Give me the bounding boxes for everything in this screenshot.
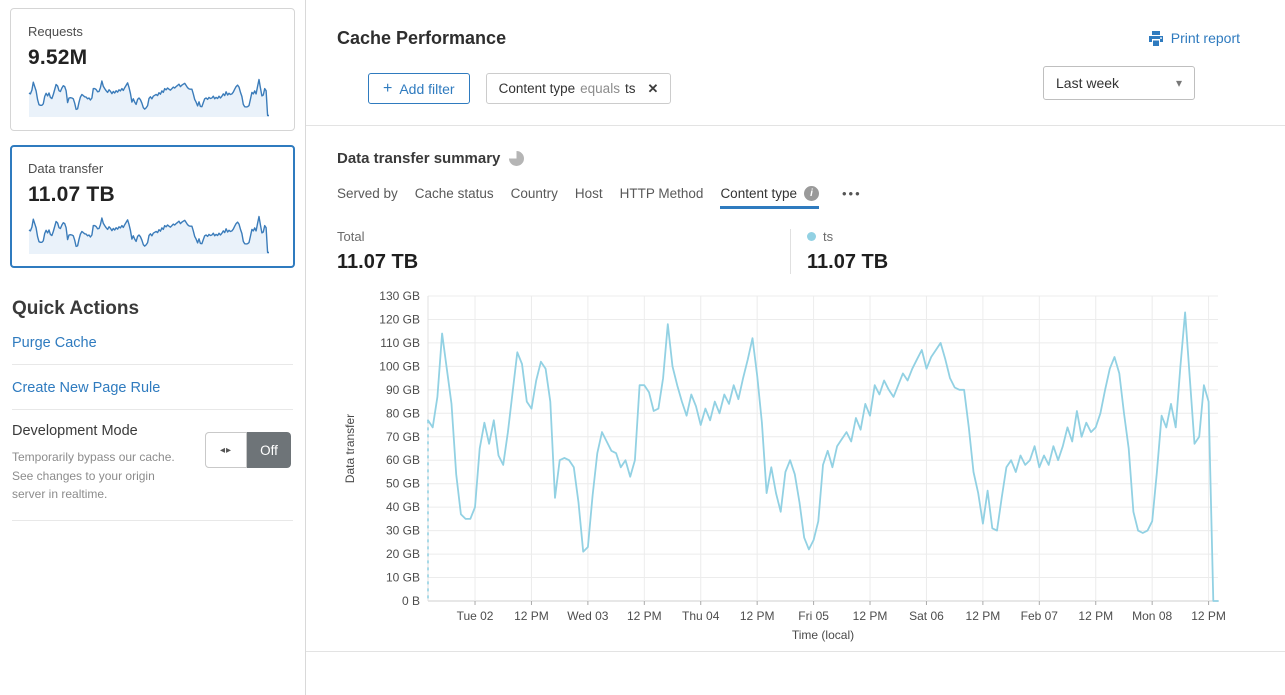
data-transfer-sparkline-chart bbox=[28, 215, 269, 254]
x-tick-label: 12 PM bbox=[627, 609, 662, 623]
y-tick-label: 50 GB bbox=[386, 477, 420, 491]
x-tick-label: 12 PM bbox=[1078, 609, 1113, 623]
header-divider bbox=[306, 125, 1285, 126]
analytics-sidebar: Requests 9.52M Data transfer 11.07 TB Qu… bbox=[0, 0, 306, 695]
add-filter-button[interactable]: + Add filter bbox=[368, 73, 470, 104]
data-transfer-line-chart: 0 B 10 GB 20 GB 30 GB 40 GB 50 GB 60 GB 70 GB 80… bbox=[343, 289, 1226, 642]
bottom-divider bbox=[306, 651, 1285, 652]
data-transfer-card-value: 11.07 TB bbox=[28, 183, 115, 206]
print-report-label: Print report bbox=[1170, 30, 1240, 46]
x-tick-label: 12 PM bbox=[514, 609, 549, 623]
y-tick-label: 20 GB bbox=[386, 547, 420, 561]
dimension-tabs: Served by Cache status Country Host HTTP Met… bbox=[337, 186, 1240, 209]
development-mode-toggle[interactable]: ◂▸ Off bbox=[205, 432, 291, 468]
stats-row: Total 11.07 TB ts 11.07 TB bbox=[337, 229, 1240, 274]
filter-value: ts bbox=[624, 81, 636, 96]
x-tick-label: Feb 07 bbox=[1021, 609, 1059, 623]
y-tick-label: 60 GB bbox=[386, 453, 420, 467]
x-axis-label: Time (local) bbox=[792, 628, 854, 642]
remove-filter-icon[interactable]: ✕ bbox=[647, 80, 659, 96]
tab-label: HTTP Method bbox=[619, 186, 704, 201]
ts-series-line bbox=[427, 311, 1219, 602]
requests-metric-card[interactable]: Requests 9.52M bbox=[10, 8, 295, 131]
y-tick-label: 40 GB bbox=[386, 500, 420, 514]
x-tick-label: Mon 08 bbox=[1132, 609, 1172, 623]
page-title: Cache Performance bbox=[337, 28, 507, 48]
time-range-value: Last week bbox=[1056, 75, 1120, 91]
y-tick-label: 110 GB bbox=[380, 336, 420, 350]
tab-host[interactable]: Host bbox=[575, 186, 603, 209]
content-type-filter-pill: Content type equals ts ✕ bbox=[485, 73, 672, 104]
development-mode-title: Development Mode bbox=[12, 423, 138, 439]
y-tick-label: 70 GB bbox=[386, 430, 420, 444]
purge-cache-link[interactable]: Purge Cache bbox=[12, 320, 293, 365]
tab-content-type[interactable]: Content type i bbox=[720, 186, 819, 209]
total-stat-value: 11.07 TB bbox=[337, 251, 419, 273]
tab-country[interactable]: Country bbox=[511, 186, 558, 209]
legend-dot bbox=[807, 232, 816, 241]
y-axis-label: Data transfer bbox=[343, 414, 357, 483]
x-tick-label: Thu 04 bbox=[682, 609, 720, 623]
data-transfer-summary-section: Data transfer summary Served by Cache sta… bbox=[306, 150, 1285, 652]
toggle-arrows-icon: ◂▸ bbox=[205, 432, 247, 468]
create-page-rule-link[interactable]: Create New Page Rule bbox=[12, 365, 293, 410]
time-range-select[interactable]: Last week ▾ bbox=[1043, 66, 1195, 100]
tab-http-method[interactable]: HTTP Method bbox=[620, 186, 704, 209]
series-stat-value: 11.07 TB bbox=[807, 251, 889, 273]
development-mode-description: Temporarily bypass our cache. See change… bbox=[12, 450, 175, 502]
y-tick-label: 100 GB bbox=[379, 359, 420, 373]
tab-cache-status[interactable]: Cache status bbox=[415, 186, 494, 209]
total-stat-label: Total bbox=[337, 229, 365, 244]
x-tick-label: Sat 06 bbox=[909, 609, 944, 623]
y-tick-label: 0 B bbox=[402, 594, 420, 608]
info-icon[interactable]: i bbox=[804, 186, 819, 201]
summary-title: Data transfer summary bbox=[337, 150, 501, 167]
x-tick-label: Fri 05 bbox=[798, 609, 829, 623]
tab-label: Host bbox=[574, 186, 603, 201]
requests-card-label: Requests bbox=[28, 24, 83, 39]
y-tick-label: 120 GB bbox=[379, 312, 420, 326]
plus-icon: + bbox=[383, 79, 393, 97]
tab-served-by[interactable]: Served by bbox=[337, 186, 398, 209]
add-filter-label: Add filter bbox=[399, 80, 455, 97]
quick-actions-section: Quick Actions Purge Cache Create New Pag… bbox=[0, 298, 305, 521]
requests-sparkline-chart bbox=[28, 78, 269, 117]
y-tick-label: 10 GB bbox=[386, 571, 420, 585]
x-tick-label: 12 PM bbox=[1191, 609, 1226, 623]
chevron-down-icon: ▾ bbox=[1175, 76, 1182, 90]
series-stat-label: ts bbox=[823, 229, 834, 244]
y-tick-label: 80 GB bbox=[386, 406, 420, 420]
data-freshness-icon bbox=[509, 151, 525, 166]
x-tick-label: Wed 03 bbox=[567, 609, 608, 623]
x-tick-label: 12 PM bbox=[853, 609, 888, 623]
tab-label: Country bbox=[510, 186, 558, 201]
main-content: Cache Performance Print report + Add fil… bbox=[306, 0, 1285, 695]
requests-card-value: 9.52M bbox=[28, 46, 88, 69]
x-tick-label: 12 PM bbox=[966, 609, 1001, 623]
print-report-button[interactable]: Print report bbox=[1148, 30, 1240, 46]
x-tick-label: 12 PM bbox=[740, 609, 775, 623]
quick-actions-title: Quick Actions bbox=[12, 298, 140, 319]
development-mode-section: Development Mode Temporarily bypass our … bbox=[12, 410, 293, 521]
printer-icon bbox=[1148, 30, 1163, 46]
tab-label: Content type bbox=[720, 186, 797, 201]
main-header: Cache Performance Print report + Add fil… bbox=[306, 0, 1285, 126]
y-tick-label: 90 GB bbox=[386, 383, 420, 397]
filter-operator: equals bbox=[580, 81, 620, 96]
y-tick-label: 130 GB bbox=[379, 289, 420, 303]
filter-field: Content type bbox=[498, 81, 576, 96]
tab-label: Served by bbox=[337, 186, 398, 201]
toggle-off-label: Off bbox=[247, 432, 291, 468]
data-transfer-card-label: Data transfer bbox=[28, 161, 104, 176]
x-tick-label: Tue 02 bbox=[457, 609, 494, 623]
tab-label: Cache status bbox=[414, 186, 494, 201]
filter-row: + Add filter Content type equals ts ✕ La… bbox=[368, 66, 1195, 104]
y-tick-label: 30 GB bbox=[386, 524, 420, 538]
data-transfer-metric-card[interactable]: Data transfer 11.07 TB bbox=[10, 145, 295, 268]
more-dimensions-icon[interactable]: ••• bbox=[842, 186, 862, 201]
